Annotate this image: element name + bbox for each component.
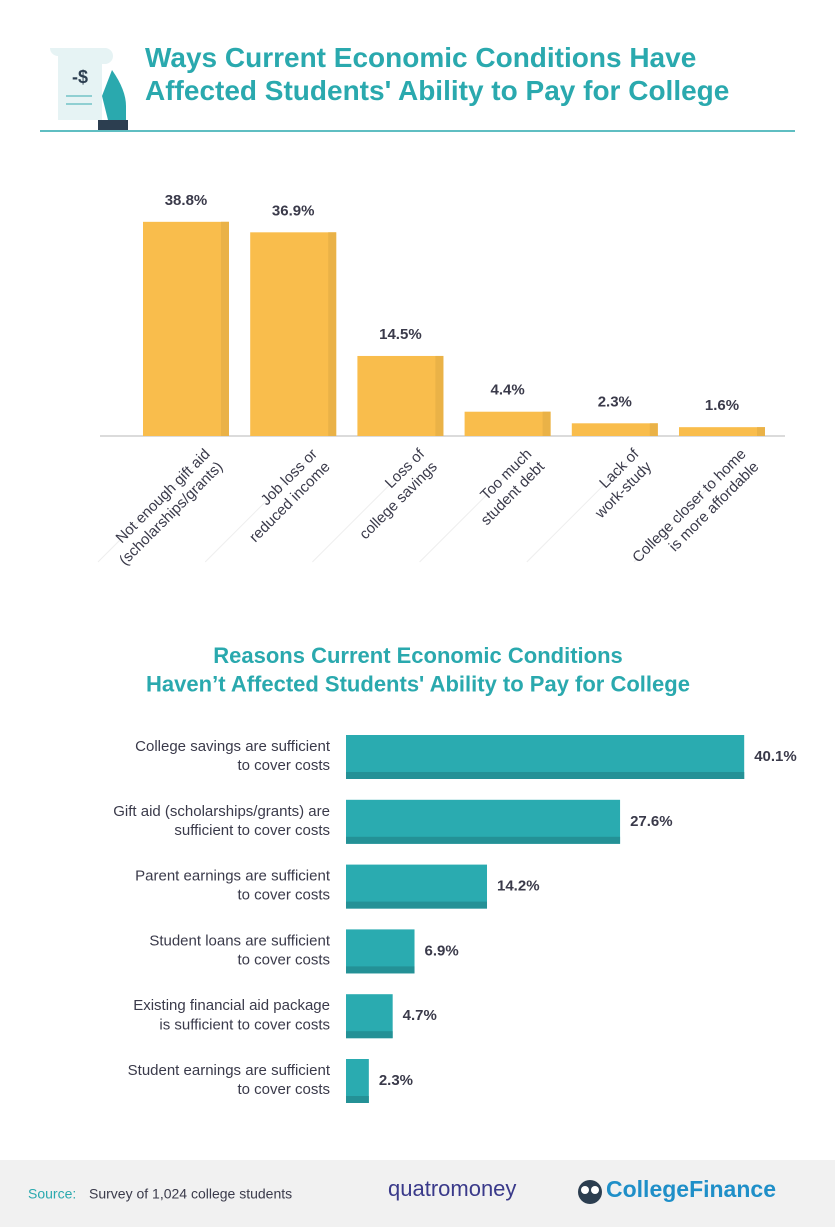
label-guide xyxy=(419,461,520,563)
bar-shade xyxy=(346,836,621,844)
bar xyxy=(346,1059,369,1103)
label-guide xyxy=(312,461,413,563)
bar-shade xyxy=(346,772,745,779)
y-tick-label: Student loans are sufficient to cover cos… xyxy=(149,932,331,968)
value-label: 4.7% xyxy=(403,1007,437,1024)
footer-band xyxy=(0,1160,835,1227)
bar-shade xyxy=(542,411,551,436)
bar xyxy=(679,427,765,436)
bar-shade xyxy=(757,427,765,436)
value-label: 2.3% xyxy=(379,1072,413,1089)
value-label: 14.5% xyxy=(379,326,422,343)
bar xyxy=(346,994,393,1039)
bar xyxy=(464,411,551,436)
value-label: 38.8% xyxy=(165,192,208,209)
value-label: 2.3% xyxy=(598,393,632,410)
label-guide xyxy=(633,461,735,563)
bar-shade xyxy=(346,1096,369,1103)
chart-title: Ways Current Economic Conditions Have Aff… xyxy=(145,42,729,106)
owl-icon xyxy=(578,1180,602,1204)
bar xyxy=(346,735,745,779)
logo: CollegeFinance xyxy=(606,1176,776,1202)
source-label: Source: xyxy=(28,1186,76,1202)
value-label: 1.6% xyxy=(705,397,739,414)
value-label: 4.4% xyxy=(490,382,524,399)
y-tick-label: Student earnings are sufficient to cover … xyxy=(128,1062,331,1098)
logo: quatromoney xyxy=(388,1176,516,1201)
bar-shade xyxy=(328,232,337,436)
label-guide xyxy=(204,461,306,563)
bar xyxy=(346,929,415,974)
bar xyxy=(143,221,229,436)
value-label: 36.9% xyxy=(272,202,315,219)
bar-shade xyxy=(435,355,444,436)
bar xyxy=(346,799,621,844)
bar xyxy=(357,355,444,436)
bar xyxy=(346,864,488,909)
bar xyxy=(571,423,658,436)
y-tick-label: Parent earnings are sufficient to cover c… xyxy=(135,868,331,904)
label-guide xyxy=(526,461,628,563)
y-tick-label: Gift aid (scholarships/grants) are suffic… xyxy=(113,803,330,839)
y-tick-label: College savings are sufficient to cover c… xyxy=(135,738,331,774)
bar-shade xyxy=(346,901,488,909)
value-label: 27.6% xyxy=(630,813,673,830)
source-text: Survey of 1,024 college students xyxy=(89,1186,292,1202)
svg-text:-$: -$ xyxy=(72,67,88,87)
value-label: 14.2% xyxy=(497,878,540,895)
value-label: 6.9% xyxy=(425,942,459,959)
bar-shade xyxy=(346,1031,393,1039)
bar-shade xyxy=(346,966,415,974)
chart-title: Reasons Current Economic Conditions Haven… xyxy=(146,643,690,697)
bar-shade xyxy=(649,423,658,436)
bar xyxy=(250,232,337,436)
label-guide xyxy=(97,461,199,563)
y-tick-label: Existing financial aid package is suffici… xyxy=(133,997,330,1033)
bar-shade xyxy=(221,221,229,436)
document-icon: -$ xyxy=(50,48,128,130)
value-label: 40.1% xyxy=(754,748,797,765)
